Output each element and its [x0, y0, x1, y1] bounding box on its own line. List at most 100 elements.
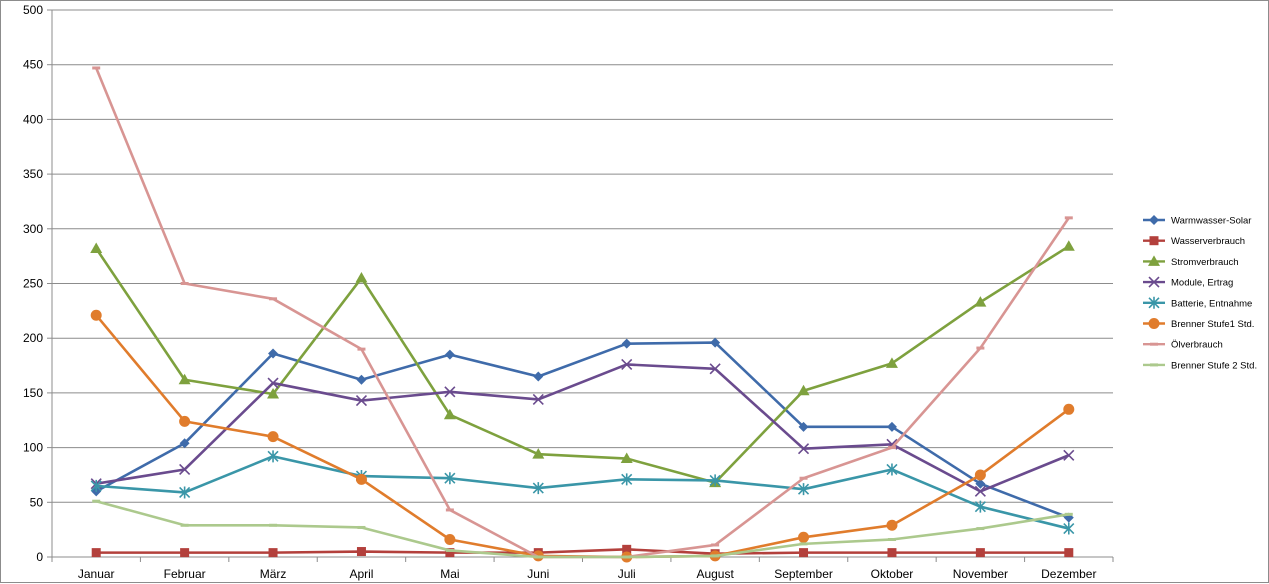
series-line [96, 455, 1070, 530]
x-tick-label: November [953, 567, 1008, 581]
data-point [267, 387, 280, 399]
legend-entry: Batterie, Entnahme [1143, 296, 1252, 309]
legend-label: Wasserverbrauch [1171, 236, 1245, 247]
data-point [90, 242, 103, 253]
data-point [797, 384, 810, 396]
data-point [90, 479, 102, 492]
y-tick-label: 350 [23, 167, 43, 181]
data-point [975, 478, 986, 489]
x-tick-label: Dezember [1041, 567, 1096, 581]
data-point [268, 348, 279, 359]
y-tick-label: 300 [23, 222, 43, 236]
data-point [887, 548, 897, 558]
data-point [621, 338, 632, 349]
series-line [96, 548, 1069, 556]
legend-marker [1149, 215, 1159, 225]
legend-marker [1148, 318, 1160, 329]
data-point [886, 463, 898, 476]
y-tick-label: 0 [36, 550, 43, 564]
data-point [267, 431, 279, 443]
legend-entry: Brenner Stufe1 Std. [1143, 318, 1254, 330]
legend-entry: Brenner Stufe 2 Std. [1143, 360, 1257, 371]
data-point [532, 393, 544, 406]
legend-entry: Module, Ertrag [1143, 276, 1233, 289]
data-point [797, 483, 810, 496]
legend-label: Brenner Stufe1 Std. [1171, 319, 1254, 330]
data-point [797, 443, 810, 455]
y-tick-label: 250 [23, 277, 43, 291]
data-point [179, 486, 191, 499]
data-point [709, 363, 721, 375]
data-point [885, 357, 898, 368]
grid-lines [52, 9, 1113, 503]
data-point [974, 500, 986, 513]
y-tick-label: 100 [23, 441, 43, 455]
y-axis-tick-labels: 0 50 100 150 200 250 300 350 400 450 500 [23, 3, 43, 564]
data-point [90, 309, 102, 321]
data-point [179, 415, 191, 427]
legend-marker [1149, 236, 1159, 246]
legend-label: Batterie, Entnahme [1171, 298, 1252, 309]
y-tick-label: 450 [23, 58, 43, 72]
series-line [95, 245, 1070, 484]
legend-entry: Warmwasser-Solar [1143, 215, 1251, 227]
x-tick-label: März [260, 567, 287, 581]
data-point [621, 473, 633, 486]
data-point [1063, 522, 1075, 535]
data-point [886, 519, 898, 531]
data-point [975, 548, 985, 558]
series-module-ertrag [90, 358, 1075, 497]
data-point [799, 548, 809, 558]
x-tick-label: April [349, 567, 373, 581]
x-tick-label: August [696, 567, 734, 581]
data-point [443, 408, 456, 420]
x-tick-label: Februar [164, 567, 206, 581]
x-tick-label: Oktober [871, 567, 914, 581]
data-point [267, 450, 279, 463]
x-tick-label: Januar [78, 567, 115, 581]
data-point [356, 547, 366, 557]
x-axis-tick-labels: Januar Februar März April Mai Juni Juli August S… [78, 567, 1097, 581]
data-point [1063, 403, 1075, 415]
legend-marker [1148, 296, 1160, 309]
data-point [709, 474, 721, 487]
x-tick-label: Juni [527, 567, 549, 581]
data-point [1063, 449, 1075, 461]
x-tick-label: September [774, 567, 833, 581]
legend-entry: Ölverbrauch [1143, 340, 1223, 351]
y-tick-label: 50 [30, 495, 44, 509]
data-point [355, 272, 368, 283]
data-point [444, 349, 455, 360]
data-point [1062, 240, 1075, 251]
data-point [620, 452, 633, 464]
data-point [974, 469, 986, 481]
x-tick-label: Mai [440, 567, 459, 581]
legend-label: Stromverbrauch [1171, 257, 1239, 268]
series-line [95, 499, 1069, 559]
data-point [798, 531, 810, 543]
data-point [533, 371, 544, 382]
legend-marker [1148, 255, 1160, 266]
axes [47, 9, 1114, 562]
data-point [180, 548, 190, 558]
legend-label: Ölverbrauch [1171, 340, 1223, 351]
series-line [95, 341, 1070, 519]
data-point [532, 448, 545, 459]
x-tick-label: Juli [618, 567, 636, 581]
y-tick-label: 400 [23, 112, 43, 126]
data-point [444, 472, 456, 485]
legend-label: Warmwasser-Solar [1171, 216, 1251, 227]
y-tick-label: 200 [23, 331, 43, 345]
data-point [356, 374, 367, 385]
legend-label: Brenner Stufe 2 Std. [1171, 360, 1257, 371]
data-point [355, 394, 368, 407]
y-tick-label: 500 [23, 3, 43, 17]
data-point [974, 485, 986, 497]
data-point [91, 548, 101, 558]
data-point [445, 548, 455, 558]
data-point [1063, 512, 1074, 523]
data-point [622, 544, 632, 554]
data-point [532, 482, 544, 495]
